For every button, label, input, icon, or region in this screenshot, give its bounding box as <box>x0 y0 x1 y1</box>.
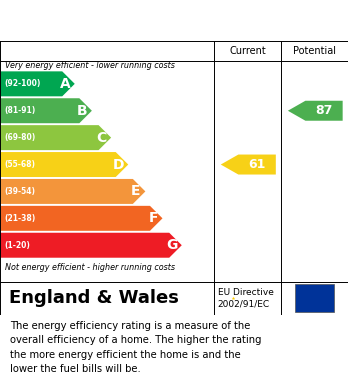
Polygon shape <box>0 233 182 258</box>
Text: Very energy efficient - lower running costs: Very energy efficient - lower running co… <box>5 61 175 70</box>
Text: C: C <box>97 131 107 145</box>
Text: (1-20): (1-20) <box>4 241 30 250</box>
Text: (69-80): (69-80) <box>4 133 35 142</box>
Polygon shape <box>288 101 343 121</box>
Text: F: F <box>148 211 158 225</box>
Text: EU Directive
2002/91/EC: EU Directive 2002/91/EC <box>218 288 274 308</box>
Text: E: E <box>131 185 141 198</box>
Text: The energy efficiency rating is a measure of the
overall efficiency of a home. T: The energy efficiency rating is a measur… <box>10 321 262 374</box>
Polygon shape <box>0 206 163 231</box>
Text: 61: 61 <box>248 158 266 171</box>
Text: D: D <box>113 158 125 172</box>
Text: Energy Efficiency Rating: Energy Efficiency Rating <box>60 11 288 30</box>
Bar <box>295 284 334 312</box>
Text: England & Wales: England & Wales <box>9 289 179 307</box>
Text: Potential: Potential <box>293 47 336 56</box>
Polygon shape <box>0 125 111 150</box>
Polygon shape <box>0 98 92 123</box>
Text: B: B <box>77 104 88 118</box>
Text: A: A <box>60 77 71 91</box>
Polygon shape <box>0 152 128 177</box>
Text: (55-68): (55-68) <box>4 160 35 169</box>
Text: Current: Current <box>229 47 266 56</box>
Polygon shape <box>0 179 145 204</box>
Polygon shape <box>0 71 75 96</box>
Text: G: G <box>167 238 178 252</box>
Text: 87: 87 <box>315 104 333 117</box>
Text: (81-91): (81-91) <box>4 106 35 115</box>
Text: (39-54): (39-54) <box>4 187 35 196</box>
Text: (92-100): (92-100) <box>4 79 41 88</box>
Text: (21-38): (21-38) <box>4 214 35 223</box>
Text: Not energy efficient - higher running costs: Not energy efficient - higher running co… <box>5 263 175 272</box>
Polygon shape <box>221 154 276 174</box>
